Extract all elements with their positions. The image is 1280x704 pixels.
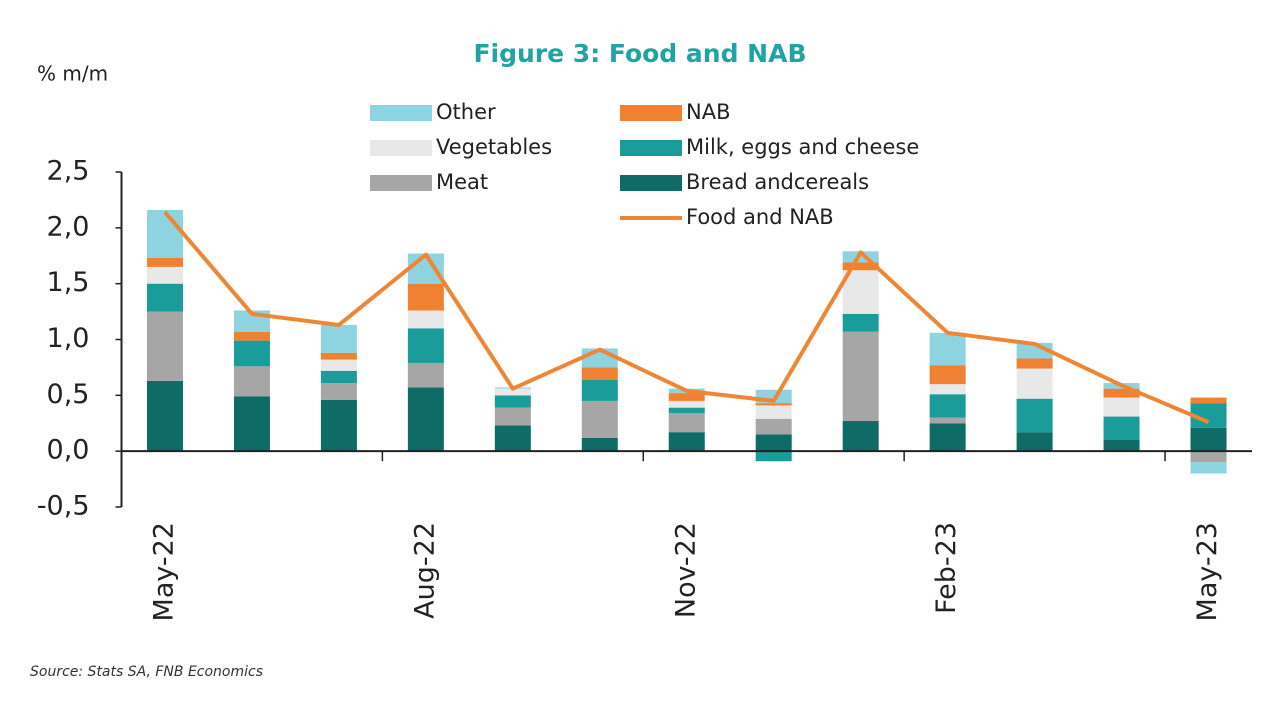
bar-segment	[842, 421, 879, 452]
bar-segment	[668, 413, 705, 433]
bar-segment	[755, 434, 792, 452]
bar-segment	[146, 266, 183, 284]
legend-swatch	[370, 175, 432, 191]
bar-segment	[146, 380, 183, 452]
bar-segment	[1016, 358, 1053, 369]
bar-segment	[407, 387, 444, 452]
bar-segment	[929, 332, 966, 366]
bar-segment	[755, 451, 792, 462]
legend-swatch	[620, 140, 682, 156]
bar-segment	[1103, 388, 1140, 398]
bar-segment	[1103, 397, 1140, 417]
legend-label: Other	[436, 100, 496, 124]
bar-segment	[320, 352, 357, 360]
bar-segment	[407, 328, 444, 363]
bar-segment	[668, 393, 705, 401]
bar-segment	[320, 399, 357, 452]
bar-segment	[146, 257, 183, 267]
bar-segment	[494, 425, 531, 452]
bar-segment	[755, 418, 792, 435]
chart-title: Figure 3: Food and NAB	[473, 39, 806, 68]
line-series	[163, 210, 1210, 424]
bar-segment	[581, 437, 618, 452]
bar-segment	[668, 400, 705, 408]
x-tick-label: May-22	[148, 522, 179, 621]
bar-segment	[233, 340, 270, 367]
bar-segment	[842, 262, 879, 271]
bar-segment	[1016, 398, 1053, 433]
bar-segment	[929, 417, 966, 424]
y-tick-label: 0,5	[47, 379, 90, 410]
x-tick-label: Nov-22	[670, 522, 701, 618]
y-axis-label: % m/m	[37, 62, 108, 86]
bar-segment	[842, 251, 879, 263]
bar-segment	[407, 283, 444, 311]
bar-segment	[407, 253, 444, 284]
legend-label: NAB	[686, 100, 730, 124]
bar-segment	[1190, 427, 1227, 452]
bar-segment	[581, 379, 618, 401]
y-tick-label: 1,5	[47, 267, 90, 298]
y-tick-label: 1,0	[47, 323, 90, 354]
bar-segment	[320, 383, 357, 400]
bar-segment	[1190, 451, 1227, 463]
bar-segment	[668, 432, 705, 452]
bar-segment	[1190, 462, 1227, 474]
bar-segment	[581, 400, 618, 438]
bar-segment	[842, 313, 879, 332]
source-note: Source: Stats SA, FNB Economics	[30, 664, 263, 680]
bar-segment	[233, 366, 270, 397]
y-tick-label: 2,0	[47, 211, 90, 242]
bar-segment	[146, 311, 183, 381]
bar-segment	[842, 331, 879, 422]
bar-segment	[146, 283, 183, 312]
legend-label: Vegetables	[436, 135, 552, 159]
bar-segment	[494, 395, 531, 408]
legend-label: Bread andcereals	[686, 170, 869, 194]
bar-segment	[407, 310, 444, 329]
bar-segment	[407, 362, 444, 388]
bar-segment	[494, 407, 531, 426]
bar-segment	[320, 370, 357, 384]
bar-segment	[1190, 397, 1227, 404]
bar-segment	[1016, 432, 1053, 452]
bar-segment	[233, 396, 270, 452]
bar-segment	[755, 403, 792, 406]
x-tick-label: Feb-23	[931, 522, 962, 614]
bar-segment	[146, 209, 183, 258]
bar-segment	[1103, 440, 1140, 452]
legend-label: Food and NAB	[686, 205, 834, 229]
bar-segment	[581, 367, 618, 380]
bar-segment	[929, 423, 966, 452]
bar-segment	[842, 270, 879, 314]
y-tick-label: 2,5	[47, 156, 90, 187]
legend-label: Milk, eggs and cheese	[686, 135, 919, 159]
x-tick-label: Aug-22	[409, 522, 440, 619]
legend-label: Meat	[436, 170, 488, 194]
bar-segment	[929, 384, 966, 395]
bar-segment	[755, 405, 792, 419]
legend-swatch	[620, 175, 682, 191]
y-tick-label: -0,5	[37, 491, 90, 522]
legend-swatch	[620, 105, 682, 121]
bar-segment	[1103, 416, 1140, 440]
legend-swatch	[370, 105, 432, 121]
bar-segment	[233, 331, 270, 341]
bar-segment	[320, 359, 357, 371]
bar-segment	[494, 388, 531, 396]
legend-swatch	[370, 140, 432, 156]
bar-segment	[929, 365, 966, 385]
bar-segment	[929, 394, 966, 418]
bar-segment	[320, 324, 357, 353]
bar-segment	[668, 407, 705, 414]
x-tick-label: May-23	[1192, 522, 1223, 621]
bar-segment	[1016, 368, 1053, 399]
y-tick-label: 0,0	[47, 435, 90, 466]
